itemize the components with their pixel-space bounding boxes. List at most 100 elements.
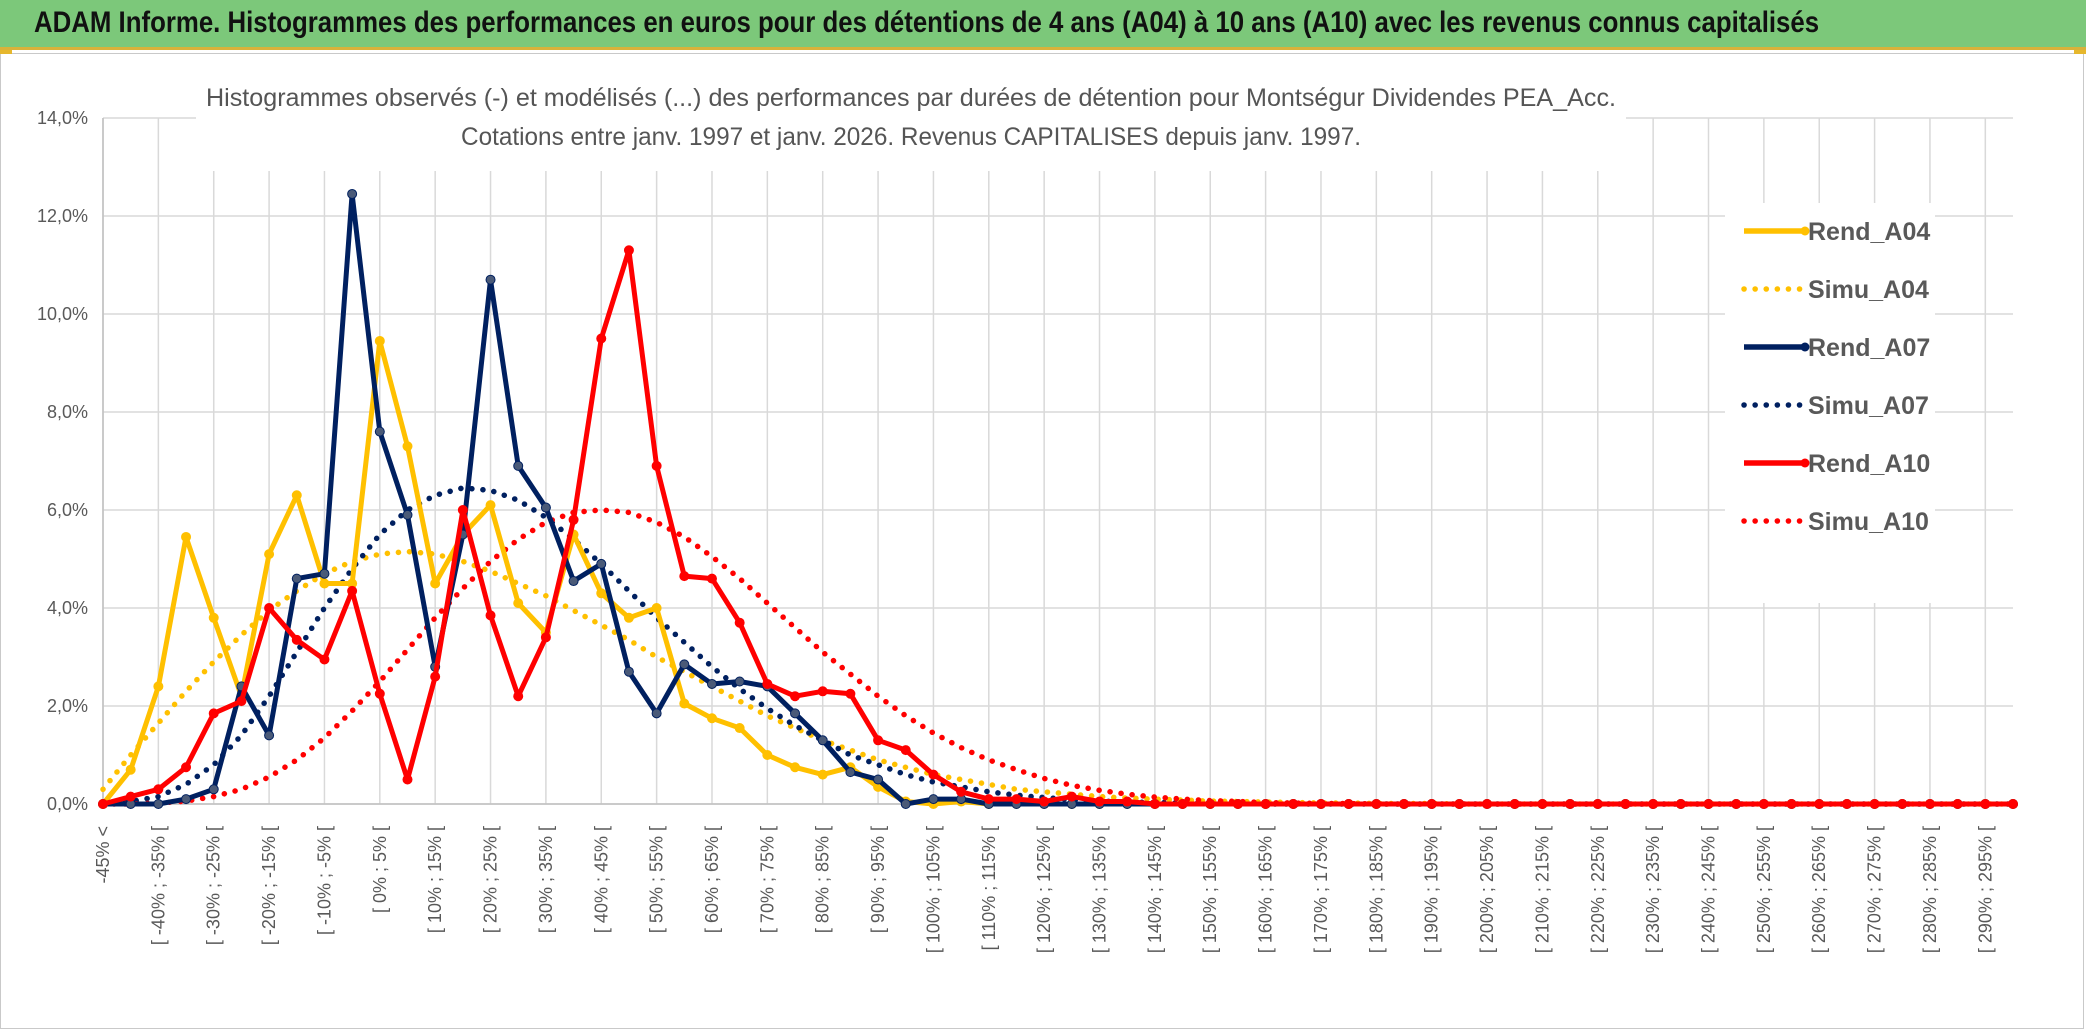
data-point-rend_a10 <box>1786 799 1797 809</box>
data-point-rend_a07 <box>790 708 801 719</box>
data-point-rend_a07 <box>734 676 745 687</box>
x-tick-label: [ 180% ; 185% [ <box>1366 826 1386 953</box>
data-point-rend_a10 <box>291 634 302 645</box>
data-point-rend_a07 <box>651 708 662 719</box>
data-point-rend_a04 <box>790 762 801 773</box>
data-point-rend_a04 <box>402 441 413 452</box>
data-point-rend_a10 <box>1122 796 1133 807</box>
data-point-rend_a10 <box>983 794 994 805</box>
x-tick-label: [ 240% ; 245% [ <box>1699 826 1719 953</box>
data-point-rend_a04 <box>181 531 192 542</box>
data-point-rend_a10 <box>1371 799 1382 809</box>
x-tick-label: [ 50% ; 55% [ <box>647 826 667 933</box>
data-point-rend_a10 <box>1066 791 1077 802</box>
x-tick-label: [ 270% ; 275% [ <box>1865 826 1885 953</box>
data-point-rend_a04 <box>623 612 634 623</box>
data-point-rend_a04 <box>734 723 745 734</box>
data-point-rend_a10 <box>457 505 468 515</box>
data-point-rend_a04 <box>264 549 275 560</box>
data-point-rend_a10 <box>1399 799 1410 809</box>
data-point-rend_a07 <box>319 568 330 579</box>
data-point-rend_a10 <box>900 745 911 756</box>
data-point-rend_a10 <box>1731 799 1742 809</box>
data-point-rend_a04 <box>651 603 662 613</box>
data-point-rend_a07 <box>181 794 192 805</box>
data-point-rend_a10 <box>1758 799 1769 809</box>
data-point-rend_a07 <box>153 799 164 809</box>
legend-label-rend_a10: Rend_A10 <box>1808 450 1930 478</box>
data-point-rend_a10 <box>1980 799 1991 809</box>
data-point-rend_a10 <box>762 678 773 689</box>
data-point-rend_a04 <box>706 713 717 724</box>
performance-histogram-chart: Histogrammes observés (-) et modélisés (… <box>37 61 2018 953</box>
data-point-rend_a10 <box>790 691 801 702</box>
data-point-rend_a07 <box>873 774 884 785</box>
series-group <box>98 188 2018 809</box>
data-point-rend_a10 <box>845 688 856 699</box>
data-point-rend_a10 <box>513 691 524 702</box>
data-point-rend_a10 <box>430 671 441 682</box>
legend-label-rend_a04: Rend_A04 <box>1808 218 1930 246</box>
legend-label-simu_a07: Simu_A07 <box>1808 392 1929 420</box>
data-point-rend_a07 <box>347 188 358 199</box>
data-point-rend_a10 <box>706 573 717 584</box>
data-point-rend_a10 <box>1592 799 1603 809</box>
data-point-rend_a10 <box>1648 799 1659 809</box>
legend-marker-rend_a04 <box>1800 226 1810 236</box>
legend-label-simu_a10: Simu_A10 <box>1808 508 1929 536</box>
x-tick-label: [ 10% ; 15% [ <box>425 826 445 933</box>
x-tick-label: [ -20% ; -15% [ <box>259 826 279 945</box>
corner-mark-left <box>0 50 12 54</box>
data-point-rend_a07 <box>568 576 579 587</box>
data-point-rend_a10 <box>1703 799 1714 809</box>
data-point-rend_a10 <box>1177 799 1188 809</box>
data-point-rend_a10 <box>319 654 330 665</box>
x-tick-label: [ -40% ; -35% [ <box>148 826 168 945</box>
x-tick-label: [ 0% ; 5% [ <box>370 826 390 913</box>
data-point-rend_a04 <box>208 612 219 623</box>
x-tick-label: [ 230% ; 235% [ <box>1643 826 1663 953</box>
legend-label-rend_a07: Rend_A07 <box>1808 334 1930 362</box>
data-point-rend_a04 <box>153 681 164 692</box>
data-point-rend_a07 <box>900 799 911 809</box>
data-point-rend_a07 <box>706 678 717 689</box>
x-tick-label: [ 40% ; 45% [ <box>591 826 611 933</box>
x-tick-label: -45% < <box>93 826 113 884</box>
data-point-rend_a10 <box>264 603 275 613</box>
series-line-rend_a10 <box>102 247 2013 807</box>
data-point-rend_a07 <box>928 794 939 805</box>
data-point-rend_a10 <box>374 688 385 699</box>
y-tick-label: 8,0% <box>47 402 88 422</box>
data-point-rend_a10 <box>2008 799 2018 809</box>
report-banner: ADAM Informe. Histogrammes des performan… <box>0 0 2086 50</box>
data-point-rend_a10 <box>208 708 219 719</box>
legend-background <box>1725 203 1935 603</box>
data-point-rend_a10 <box>1482 799 1493 809</box>
data-point-rend_a04 <box>430 578 441 589</box>
y-tick-label: 2,0% <box>47 696 88 716</box>
legend: Rend_A04 Simu_A04 Rend_A07 Simu_A07 Rend_A10… <box>1725 203 1935 603</box>
data-point-rend_a07 <box>845 767 856 778</box>
x-tick-label: [ 100% ; 105% [ <box>923 826 943 953</box>
data-point-rend_a07 <box>208 784 219 795</box>
report-title: ADAM Informe. Histogrammes des performan… <box>34 6 1820 39</box>
data-point-rend_a10 <box>125 791 136 802</box>
data-point-rend_a04 <box>762 750 773 760</box>
x-tick-label: [ 260% ; 265% [ <box>1809 826 1829 953</box>
series-line-simu_a10 <box>100 507 2016 807</box>
data-point-rend_a07 <box>485 274 496 285</box>
data-point-rend_a10 <box>1315 799 1326 809</box>
x-tick-label: [ 110% ; 115% [ <box>979 826 999 950</box>
data-point-rend_a10 <box>596 333 607 344</box>
data-point-rend_a04 <box>513 598 524 609</box>
data-point-rend_a10 <box>1620 799 1631 809</box>
data-point-rend_a10 <box>817 686 828 697</box>
data-point-rend_a10 <box>679 571 690 582</box>
x-tick-label: [ 20% ; 25% [ <box>481 826 501 933</box>
data-point-rend_a10 <box>1232 799 1243 809</box>
data-point-rend_a07 <box>679 659 690 670</box>
x-tick-label: [ 70% ; 75% [ <box>757 826 777 933</box>
data-point-rend_a04 <box>291 490 302 501</box>
data-point-rend_a07 <box>374 426 385 437</box>
corner-mark-right <box>2074 50 2086 54</box>
